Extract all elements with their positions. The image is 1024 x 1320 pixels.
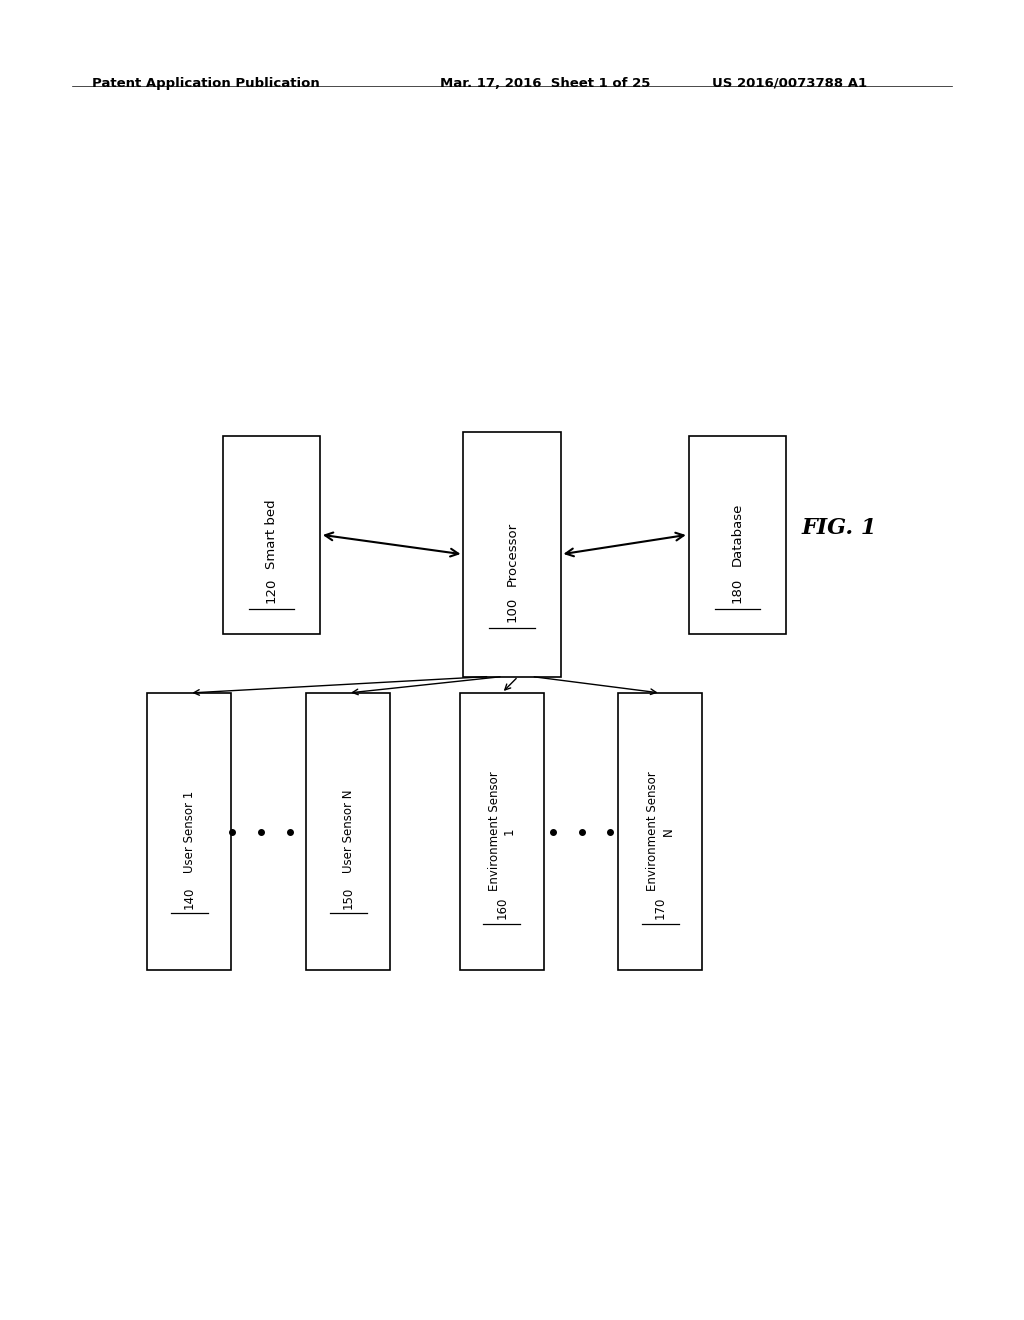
Bar [147, 693, 231, 970]
Text: User Sensor N: User Sensor N [342, 789, 354, 874]
Text: Processor: Processor [506, 523, 518, 586]
Bar [463, 433, 561, 677]
Text: 120: 120 [265, 577, 278, 603]
Text: User Sensor 1: User Sensor 1 [183, 791, 196, 873]
Bar [460, 693, 544, 970]
Text: Environment Sensor
1: Environment Sensor 1 [487, 772, 516, 891]
Text: 160: 160 [496, 898, 508, 919]
Text: Smart bed: Smart bed [265, 500, 278, 569]
Text: 150: 150 [342, 887, 354, 908]
Text: Patent Application Publication: Patent Application Publication [92, 77, 319, 90]
Bar [618, 693, 702, 970]
Text: 180: 180 [731, 577, 743, 603]
Text: US 2016/0073788 A1: US 2016/0073788 A1 [712, 77, 866, 90]
Bar [688, 436, 786, 634]
Text: 140: 140 [183, 887, 196, 908]
Text: Mar. 17, 2016  Sheet 1 of 25: Mar. 17, 2016 Sheet 1 of 25 [440, 77, 650, 90]
Text: 100: 100 [506, 597, 518, 623]
Bar [223, 436, 319, 634]
Text: Database: Database [731, 503, 743, 566]
Text: 170: 170 [654, 898, 667, 919]
Bar [306, 693, 390, 970]
Text: FIG. 1: FIG. 1 [802, 517, 878, 539]
Text: Environment Sensor
N: Environment Sensor N [646, 772, 675, 891]
